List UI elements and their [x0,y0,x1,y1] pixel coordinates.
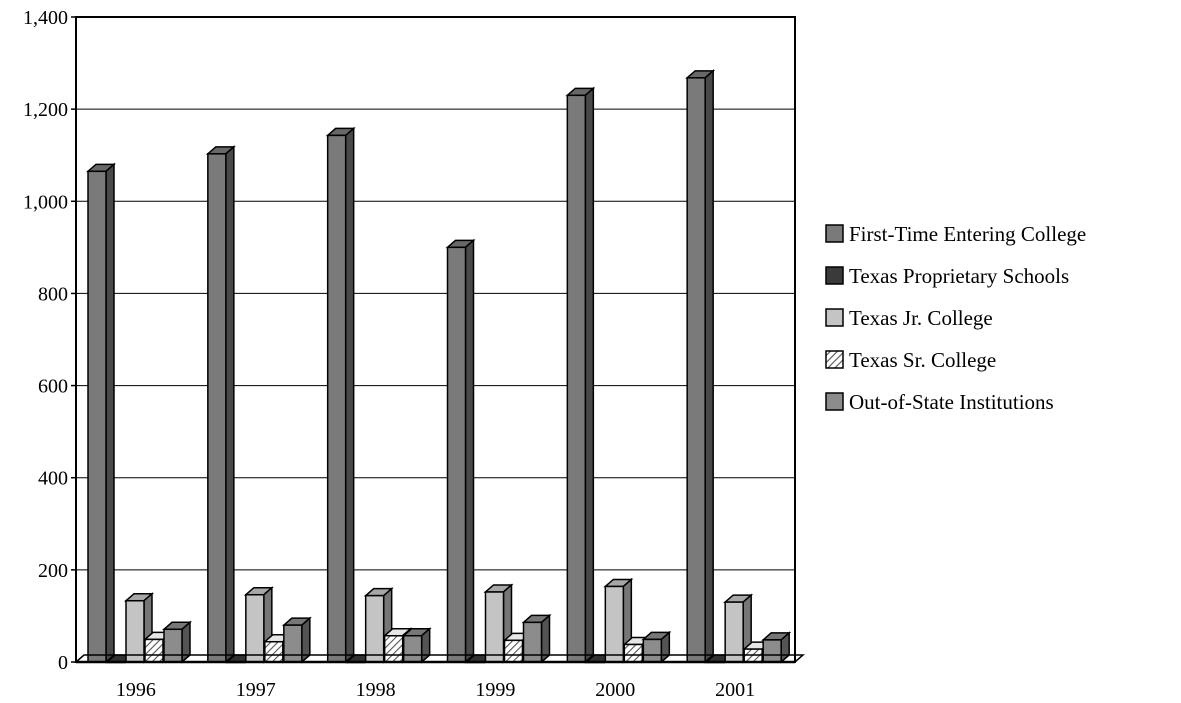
legend-item: Texas Sr. College [825,348,996,372]
legend-label: Texas Sr. College [849,348,996,372]
legend: First-Time Entering College Texas Proprie… [825,222,1086,414]
bar-front-face [522,621,543,663]
y-tick-label: 1,400 [23,7,68,29]
y-tick-label: 1,200 [23,99,68,121]
bar [205,145,236,664]
bar-side-face [464,238,475,664]
x-tick-label: 1996 [116,679,156,701]
axis-labels: 0 200 400 600 800 1,000 1,200 1,400 1996 1997 1998… [23,7,755,701]
bar-front-face [283,624,303,663]
bar-front-face [383,634,404,663]
bar-front-face [446,246,467,663]
legend-item: Texas Proprietary Schools [825,264,1069,288]
bar [86,162,116,664]
bar [761,631,792,664]
bar-front-face [207,153,227,663]
legend-item: Texas Jr. College [825,306,993,330]
y-tick-label: 0 [58,652,68,674]
x-tick-label: 1999 [475,679,515,701]
y-tick-label: 800 [38,283,68,305]
bar-front-face [566,94,587,663]
bar-side-face [704,69,714,664]
legend-item: Out-of-State Institutions [825,390,1054,414]
bar-front-face [686,77,706,663]
bar [565,86,596,664]
y-tick-label: 400 [38,468,68,490]
legend-label: Texas Proprietary Schools [849,264,1069,288]
bar-side-face [225,145,235,664]
bar-front-face [484,591,505,663]
bar [281,616,312,664]
legend-item: First-Time Entering College [825,222,1086,246]
bar-front-face [87,170,107,663]
bar [325,126,356,664]
bar [641,630,672,664]
y-tick-label: 600 [38,376,68,398]
bar-front-face [623,643,644,663]
bar-side-face [584,86,595,664]
legend-swatch [825,224,844,243]
bar-side-face [181,620,191,664]
bar [124,592,154,664]
bar [685,69,716,664]
legend-swatch [825,308,844,327]
y-tick-label: 200 [38,560,68,582]
bar-side-face [105,162,115,664]
x-tick-label: 1998 [356,679,396,701]
bar-front-face [264,640,284,663]
bar-front-face [503,639,524,663]
bar-front-face [326,134,347,663]
bar-front-face [144,638,164,663]
bar-side-face [344,126,355,664]
legend-swatch [825,350,844,369]
legend-label: Out-of-State Institutions [849,390,1054,414]
axes [71,16,805,664]
x-tick-label: 1997 [236,679,276,701]
bar-front-face [402,634,423,663]
legend-label: First-Time Entering College [849,222,1086,246]
bar-front-face [125,599,145,663]
bar-side-face [420,627,431,664]
legend-label: Texas Jr. College [849,306,993,330]
bar-front-face [642,638,663,663]
y-tick-label: 1,000 [23,191,68,213]
bar-front-face [245,593,265,663]
x-tick-label: 2000 [595,679,635,701]
x-tick-label: 2001 [715,679,755,701]
bar [445,238,476,664]
bar [521,613,552,664]
legend-swatch [825,266,844,285]
bar [401,627,432,664]
bar-front-face [762,639,782,663]
legend-swatch [825,392,844,411]
bar-front-face [364,594,385,663]
bar-front-face [163,628,183,663]
bar-front-face [724,601,744,663]
bar-front-face [604,585,625,663]
bar [162,620,192,664]
bars [86,69,792,664]
